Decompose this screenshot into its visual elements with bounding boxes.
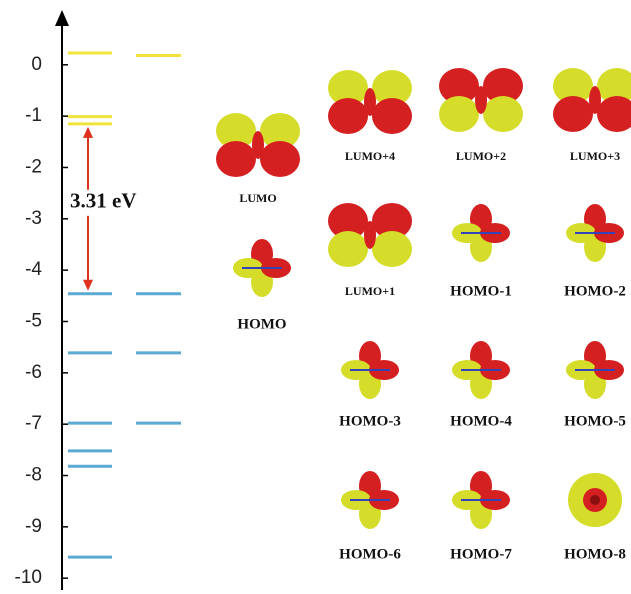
- lobe: [372, 98, 412, 134]
- lobe: [328, 98, 368, 134]
- orbital-picture: [452, 341, 510, 399]
- y-tick-label: -3: [25, 208, 42, 229]
- lobe: [439, 96, 479, 132]
- y-tick-label: -7: [25, 413, 42, 434]
- orbital-picture: [233, 239, 291, 297]
- orbital-label: HOMO: [237, 316, 286, 332]
- y-tick-label: -5: [25, 311, 42, 332]
- y-tick-label: -2: [25, 156, 42, 177]
- figure: 0 -1 -2 -3 -4 -5 -6 -7 -8 -9 -10 3.31 eV LUMO HOMO LUM…: [0, 0, 631, 594]
- orbital-label: LUMO+1: [345, 284, 395, 298]
- lobe: [589, 86, 601, 114]
- y-tick-label: 0: [31, 54, 42, 75]
- y-tick-label: -6: [25, 362, 42, 383]
- orbital-label: HOMO-4: [450, 413, 512, 429]
- orbital-label: HOMO-8: [564, 546, 626, 562]
- lobe: [372, 231, 412, 267]
- lobe: [597, 96, 631, 132]
- orbital-label: HOMO-1: [450, 283, 512, 299]
- orbital-picture: [452, 204, 510, 262]
- gap-label: 3.31 eV: [70, 189, 137, 213]
- lobe: [590, 495, 600, 505]
- y-tick-label: -8: [25, 465, 42, 486]
- lobe: [252, 131, 264, 159]
- orbital-label: LUMO+3: [570, 149, 620, 163]
- lobe: [328, 231, 368, 267]
- orbital-picture: [341, 341, 399, 399]
- arrow-head: [83, 280, 93, 291]
- lobe: [475, 86, 487, 114]
- orbital-picture: [341, 471, 399, 529]
- orbital-picture: [568, 473, 622, 527]
- lobe: [553, 96, 593, 132]
- orbital-label: HOMO-5: [564, 413, 626, 429]
- y-tick-label: -10: [15, 567, 42, 588]
- orbital-label: HOMO-6: [339, 546, 401, 562]
- arrow-head: [83, 127, 93, 138]
- axis-arrow: [55, 10, 69, 26]
- y-tick-label: -1: [25, 105, 42, 126]
- lobe: [216, 141, 256, 177]
- lobe: [260, 141, 300, 177]
- orbital-label: LUMO: [239, 191, 276, 205]
- orbital-picture: [566, 341, 624, 399]
- orbital-label: HOMO-3: [339, 413, 401, 429]
- y-tick-label: -4: [25, 259, 42, 280]
- lobe: [364, 221, 376, 249]
- lobe: [483, 96, 523, 132]
- y-tick-label: -9: [25, 516, 42, 537]
- orbital-picture: [566, 204, 624, 262]
- orbital-label: HOMO-7: [450, 546, 512, 562]
- orbital-label: LUMO+2: [456, 149, 506, 163]
- orbital-picture: [439, 68, 523, 132]
- orbital-picture: [216, 113, 300, 177]
- orbital-picture: [328, 70, 412, 134]
- lobe: [364, 88, 376, 116]
- orbital-label: LUMO+4: [345, 149, 395, 163]
- orbital-picture: [452, 471, 510, 529]
- orbital-picture: [328, 203, 412, 267]
- orbital-label: HOMO-2: [564, 283, 626, 299]
- orbital-picture: [553, 68, 631, 132]
